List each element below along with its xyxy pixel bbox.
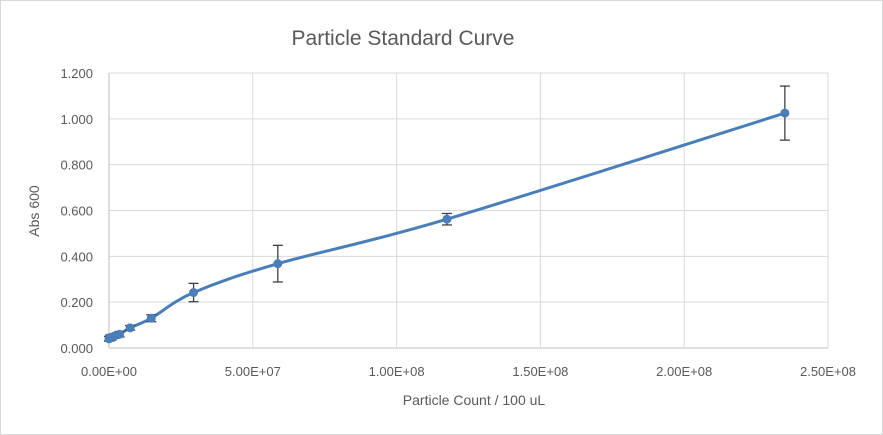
y-axis-label: Abs 600	[26, 185, 42, 237]
chart-title: Particle Standard Curve	[292, 27, 515, 50]
data-point	[189, 288, 199, 298]
data-point	[115, 329, 125, 339]
y-tick-label: 1.200	[60, 66, 93, 81]
x-tick-label: 2.50E+08	[800, 364, 856, 379]
error-bars	[104, 85, 790, 342]
y-tick-label: 0.000	[60, 341, 93, 356]
x-tick-label: 2.00E+08	[656, 364, 712, 379]
x-tick-label: 1.00E+08	[369, 364, 425, 379]
x-axis-label: Particle Count / 100 uL	[403, 392, 546, 408]
x-tick-label: 1.50E+08	[512, 364, 568, 379]
data-point	[442, 214, 452, 224]
data-points	[104, 108, 790, 344]
data-point	[780, 108, 790, 118]
y-axis-ticks: 0.000 0.200 0.400 0.600 0.800 1.000 1.200	[60, 66, 93, 356]
x-axis-ticks: 0.00E+00 5.00E+07 1.00E+08 1.50E+08 2.00E+08…	[81, 364, 856, 379]
y-tick-label: 0.400	[60, 249, 93, 264]
series-curve	[107, 111, 787, 341]
x-tick-label: 0.00E+00	[81, 364, 137, 379]
y-tick-label: 1.000	[60, 112, 93, 127]
y-tick-label: 0.200	[60, 295, 93, 310]
y-tick-label: 0.600	[60, 204, 93, 219]
data-point	[273, 259, 283, 269]
data-point	[146, 313, 156, 323]
gridlines	[108, 72, 829, 349]
y-tick-label: 0.800	[60, 158, 93, 173]
x-tick-label: 5.00E+07	[225, 364, 281, 379]
data-point	[125, 323, 135, 333]
